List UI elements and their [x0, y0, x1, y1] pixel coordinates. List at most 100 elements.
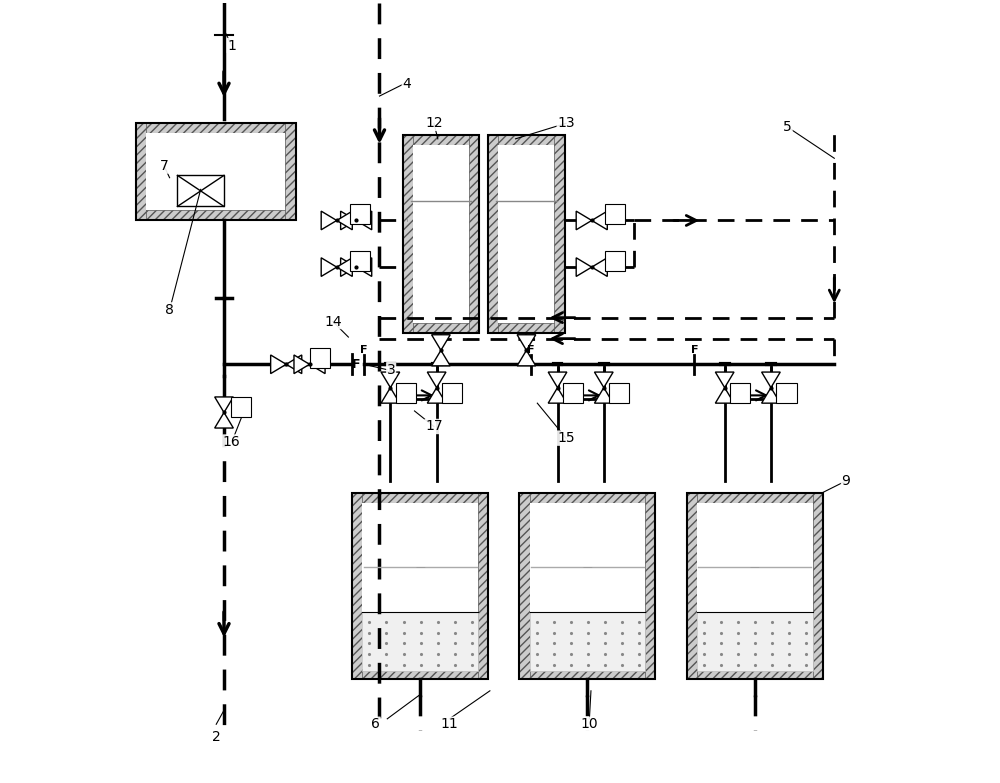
- Polygon shape: [715, 372, 734, 388]
- Text: 2: 2: [212, 731, 221, 745]
- Bar: [519, 493, 530, 679]
- Bar: [488, 323, 565, 334]
- Bar: [352, 493, 488, 503]
- Polygon shape: [592, 258, 607, 276]
- Bar: [403, 135, 479, 145]
- Text: 9: 9: [842, 474, 850, 488]
- Bar: [469, 135, 479, 334]
- Polygon shape: [432, 335, 450, 350]
- Polygon shape: [294, 355, 310, 373]
- Polygon shape: [341, 211, 356, 229]
- Bar: [519, 669, 655, 679]
- Text: F: F: [691, 345, 698, 355]
- Bar: [519, 493, 655, 503]
- Bar: [645, 493, 655, 679]
- Bar: [478, 493, 488, 679]
- Polygon shape: [548, 372, 567, 388]
- Polygon shape: [592, 211, 607, 229]
- Bar: [136, 123, 296, 221]
- Text: 14: 14: [324, 315, 342, 329]
- Text: 4: 4: [402, 78, 411, 92]
- Bar: [776, 383, 797, 403]
- Polygon shape: [432, 350, 450, 366]
- Bar: [352, 493, 362, 679]
- Bar: [362, 503, 478, 669]
- Polygon shape: [594, 372, 613, 388]
- Bar: [554, 135, 565, 334]
- Polygon shape: [381, 388, 400, 403]
- Bar: [519, 493, 655, 679]
- Text: 3: 3: [387, 363, 396, 377]
- Polygon shape: [576, 211, 592, 229]
- Text: F: F: [527, 345, 535, 355]
- Text: 8: 8: [165, 303, 174, 317]
- Bar: [413, 145, 469, 323]
- Polygon shape: [427, 372, 446, 388]
- Text: F: F: [352, 358, 361, 371]
- Bar: [530, 612, 645, 671]
- Bar: [488, 135, 565, 334]
- Bar: [730, 383, 750, 403]
- Text: 12: 12: [425, 117, 443, 130]
- Polygon shape: [321, 258, 337, 276]
- Polygon shape: [762, 372, 780, 388]
- Bar: [403, 323, 479, 334]
- Bar: [687, 669, 823, 679]
- Bar: [310, 348, 330, 368]
- Polygon shape: [517, 335, 536, 350]
- Text: —: —: [583, 562, 592, 572]
- Bar: [488, 135, 498, 334]
- Bar: [350, 251, 370, 271]
- Text: 15: 15: [557, 431, 575, 446]
- Polygon shape: [576, 258, 592, 276]
- Bar: [136, 123, 146, 221]
- Bar: [285, 123, 296, 221]
- Polygon shape: [548, 388, 567, 403]
- Text: 5: 5: [783, 120, 792, 134]
- Bar: [350, 204, 370, 225]
- Polygon shape: [341, 258, 356, 276]
- Polygon shape: [286, 355, 302, 373]
- Bar: [352, 669, 488, 679]
- Bar: [146, 133, 285, 211]
- Bar: [697, 612, 813, 671]
- Polygon shape: [762, 388, 780, 403]
- Text: 13: 13: [557, 117, 575, 130]
- Text: F: F: [360, 345, 368, 355]
- Bar: [498, 145, 554, 323]
- Bar: [231, 397, 251, 417]
- Bar: [697, 503, 813, 669]
- Bar: [362, 612, 478, 671]
- Polygon shape: [356, 211, 372, 229]
- Text: 10: 10: [581, 717, 598, 731]
- Polygon shape: [321, 211, 337, 229]
- Bar: [687, 493, 697, 679]
- Polygon shape: [215, 397, 233, 413]
- Polygon shape: [337, 211, 352, 229]
- Text: —: —: [750, 562, 759, 572]
- Bar: [442, 383, 462, 403]
- Polygon shape: [517, 350, 536, 366]
- Bar: [813, 493, 823, 679]
- Polygon shape: [337, 258, 352, 276]
- Bar: [605, 251, 625, 271]
- Bar: [403, 135, 479, 334]
- Text: —: —: [415, 562, 425, 572]
- Polygon shape: [310, 355, 325, 373]
- Bar: [530, 503, 645, 669]
- Bar: [563, 383, 583, 403]
- Bar: [136, 123, 296, 133]
- Bar: [488, 135, 565, 145]
- Text: 1: 1: [227, 38, 236, 52]
- Polygon shape: [715, 388, 734, 403]
- Bar: [687, 493, 823, 679]
- Bar: [687, 493, 823, 503]
- Polygon shape: [594, 388, 613, 403]
- Bar: [403, 135, 413, 334]
- Polygon shape: [215, 413, 233, 428]
- Polygon shape: [356, 258, 372, 276]
- Bar: [177, 175, 224, 207]
- Text: 11: 11: [441, 717, 458, 731]
- Text: 17: 17: [425, 420, 443, 434]
- Text: 6: 6: [371, 717, 380, 731]
